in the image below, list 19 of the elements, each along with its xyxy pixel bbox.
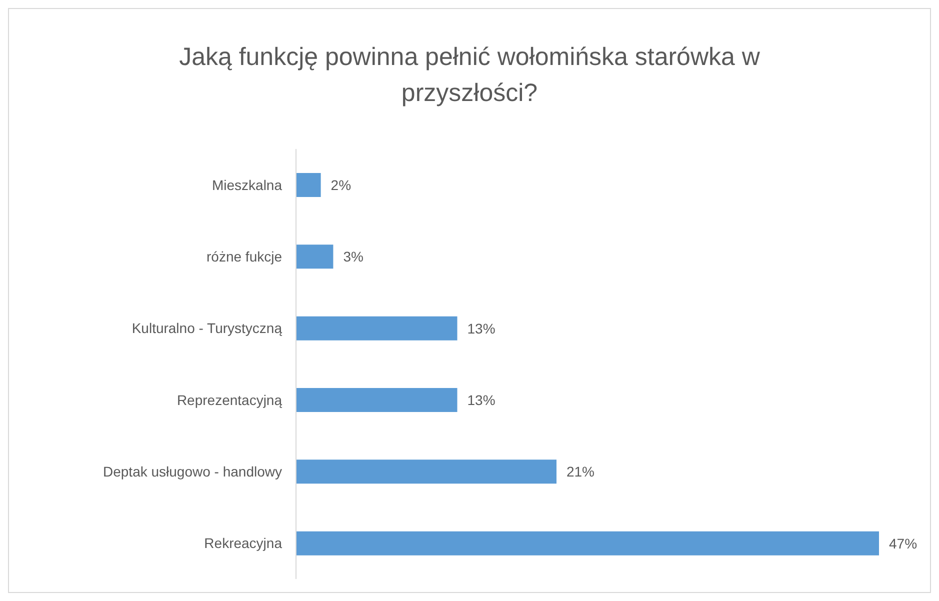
data-label: 47%	[889, 535, 918, 552]
data-label: 21%	[566, 464, 595, 480]
bar	[296, 460, 556, 484]
y-tick-label: Kulturalno - Turystyczną	[132, 320, 282, 336]
data-label: 13%	[467, 320, 496, 336]
data-label: 13%	[467, 392, 496, 408]
y-tick-label: Deptak usługowo - handlowy	[103, 463, 282, 480]
bar	[296, 173, 321, 197]
bar	[296, 316, 458, 340]
y-tick-label: Rekreacyjna	[204, 535, 282, 552]
bar	[296, 388, 458, 412]
y-tick-label: Mieszkalna	[212, 176, 282, 193]
data-label: 2%	[330, 176, 352, 193]
data-label: 3%	[343, 248, 364, 265]
y-tick-label: różne fukcje	[206, 248, 282, 264]
chart-title: Jaką funkcję powinna pełnić wołomińska starówka w przyszłości?	[178, 42, 761, 109]
y-tick-label: Reprezentacyjną	[176, 392, 282, 408]
bar	[296, 531, 879, 556]
bar	[296, 244, 334, 269]
